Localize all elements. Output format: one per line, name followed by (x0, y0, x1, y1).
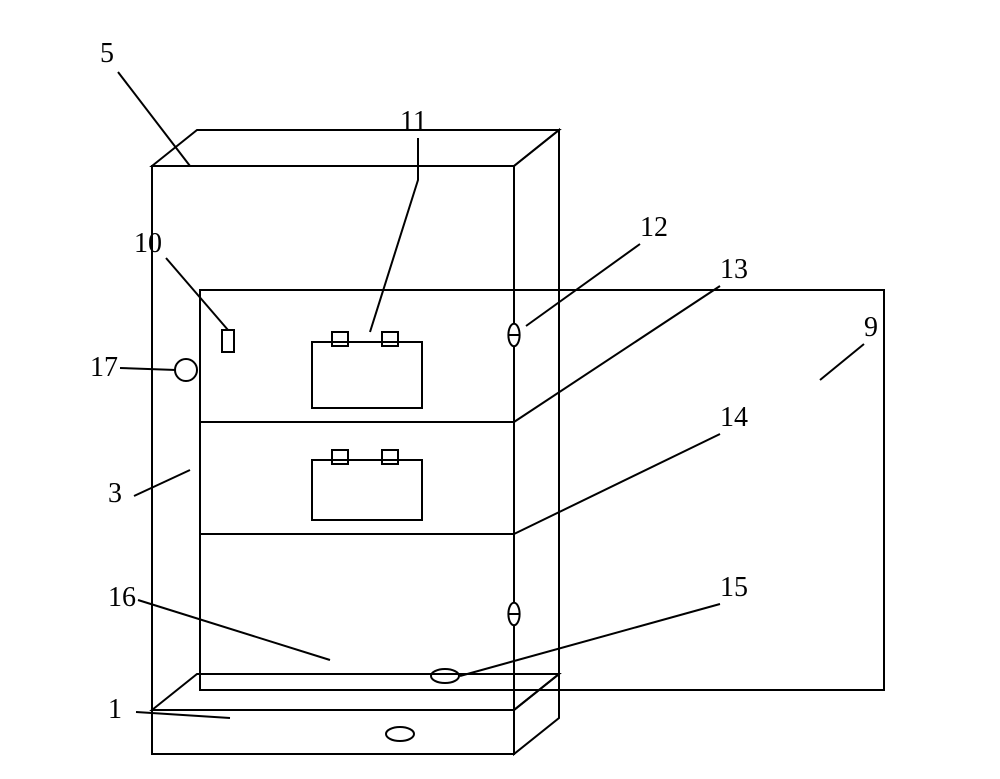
latch (222, 330, 234, 352)
label-5: 5 (100, 38, 114, 69)
label-13: 13 (720, 254, 748, 285)
leader-11 (370, 138, 418, 332)
box-2 (312, 460, 422, 520)
base-plinth (152, 674, 559, 754)
leader-15 (460, 604, 720, 676)
box-1 (312, 342, 422, 408)
leader-3 (134, 470, 190, 496)
leader-9 (820, 344, 864, 380)
label-15: 15 (720, 572, 748, 603)
leader-16 (138, 600, 330, 660)
label-14: 14 (720, 402, 748, 433)
leader-1 (136, 712, 230, 718)
diagram-canvas: 13591011121314151617 (0, 0, 1000, 779)
label-10: 10 (134, 228, 162, 259)
label-11: 11 (400, 106, 427, 137)
cabinet-opening (200, 290, 514, 690)
knob (175, 359, 197, 381)
leader-12 (526, 244, 640, 326)
label-17: 17 (90, 352, 118, 383)
label-12: 12 (640, 212, 668, 243)
leader-10 (166, 258, 228, 330)
label-3: 3 (108, 478, 122, 509)
leader-14 (514, 434, 720, 534)
floor-hole (431, 669, 459, 683)
label-1: 1 (108, 694, 122, 725)
label-9: 9 (864, 312, 878, 343)
label-16: 16 (108, 582, 136, 613)
inner-items (175, 330, 422, 520)
labels: 13591011121314151617 (90, 38, 878, 725)
leader-17 (120, 368, 176, 370)
leader-13 (514, 286, 720, 422)
cabinet-door (508, 290, 884, 690)
leader-5 (118, 72, 190, 166)
